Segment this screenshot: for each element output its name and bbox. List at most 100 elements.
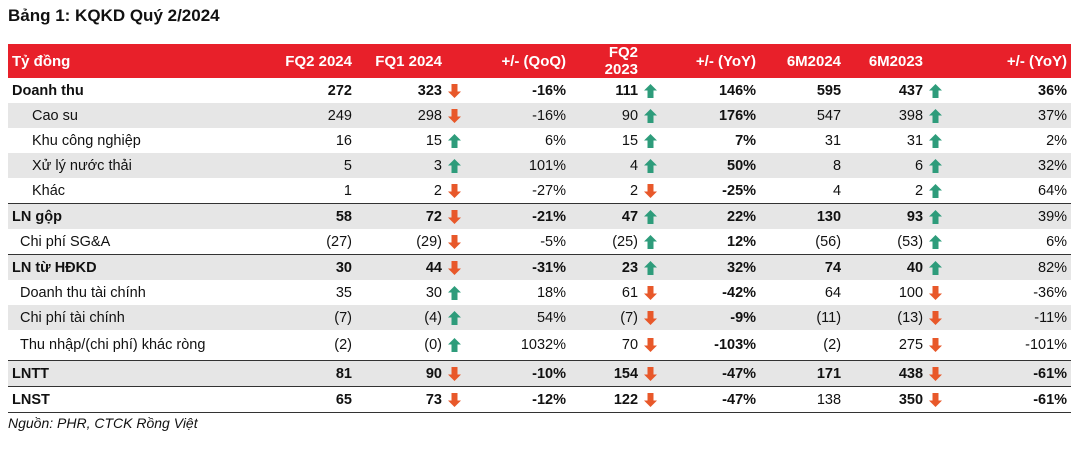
cell-fq2-2024: 249 <box>258 103 356 128</box>
header-fq2-2023: FQ2 2023 <box>570 44 643 78</box>
table-row: Doanh thu tài chính 35 30 18% 61 -42% 64… <box>8 280 1071 305</box>
cell-qoq: 1032% <box>520 337 567 353</box>
source-note: Nguồn: PHR, CTCK Rồng Việt <box>8 415 198 431</box>
arrow-up-icon <box>446 128 478 153</box>
arrow-up-icon <box>446 280 478 305</box>
arrow-up-icon <box>927 203 960 229</box>
arrow-up-icon <box>927 78 959 103</box>
header-6m-yoy: +/- (YoY) <box>927 44 1072 78</box>
cell-6m2024: 547 <box>760 103 846 128</box>
cell-fq2-2023: 15 <box>621 132 639 149</box>
arrow-down-icon <box>927 305 960 330</box>
arrow-down-icon <box>642 305 675 330</box>
row-label: Chi phí tài chính <box>8 305 258 330</box>
cell-6m-yoy: 64% <box>1038 182 1068 199</box>
cell-fq2-2023: 111 <box>615 82 639 99</box>
cell-6m2023: 350 <box>845 386 928 413</box>
cell-6m-yoy: 6% <box>1046 233 1068 250</box>
row-label: Khu công nghiệp <box>32 132 141 149</box>
arrow-down-icon <box>642 280 674 305</box>
cell-6m2024: (2) <box>823 337 842 353</box>
table-row: Doanh thu 272 323 -16% 111 146% 595 437 … <box>8 78 1071 103</box>
cell-yoy: -47% <box>674 360 761 387</box>
cell-qoq: 6% <box>545 132 567 149</box>
cell-fq1-2024: 3 <box>356 153 446 178</box>
cell-6m2024: 74 <box>760 254 846 280</box>
table-row: Thu nhập/(chi phí) khác ròng (2) (0) 103… <box>8 330 1071 361</box>
cell-6m-yoy: -11% <box>959 305 1072 330</box>
cell-6m-yoy: -61% <box>959 360 1072 387</box>
cell-qoq: -16% <box>532 82 567 99</box>
row-label: Cao su <box>8 103 258 128</box>
table-row: Khác 1 2 -27% 2 -25% 4 2 64% <box>8 178 1071 204</box>
cell-fq2-2023: 70 <box>621 337 639 353</box>
arrow-up-icon <box>927 254 960 280</box>
cell-fq1-2024: 323 <box>417 82 442 99</box>
cell-fq2-2023: 154 <box>570 360 643 387</box>
cell-6m2023: 2 <box>914 182 924 199</box>
arrow-down-icon <box>446 178 478 204</box>
cell-fq1-2024: 30 <box>425 284 442 301</box>
cell-fq1-2024: 15 <box>425 132 442 149</box>
cell-qoq: -21% <box>478 203 571 229</box>
cell-6m2023: 437 <box>898 82 924 99</box>
cell-yoy: -103% <box>714 337 757 353</box>
cell-6m2023: 275 <box>898 337 924 353</box>
arrow-down-icon <box>642 178 674 204</box>
cell-fq1-2024: (29) <box>416 233 442 250</box>
row-label: Khác <box>32 182 66 199</box>
cell-qoq: -31% <box>478 254 571 280</box>
arrow-up-icon <box>642 103 675 128</box>
cell-fq2-2023: 47 <box>570 203 643 229</box>
arrow-down-icon <box>642 386 675 413</box>
header-row: Tỷ đồng FQ2 2024 FQ1 2024 +/- (QoQ) FQ2 … <box>8 44 1072 78</box>
cell-6m-yoy: 37% <box>959 103 1072 128</box>
row-label: LN gộp <box>8 203 258 229</box>
arrow-up-icon <box>642 128 674 153</box>
cell-yoy: 12% <box>727 233 757 250</box>
cell-qoq: -10% <box>478 360 571 387</box>
arrow-up-icon <box>642 153 675 178</box>
cell-6m-yoy: 36% <box>1038 82 1068 99</box>
cell-fq1-2024: 90 <box>356 360 446 387</box>
header-unit: Tỷ đồng <box>8 44 258 78</box>
cell-fq1-2024: 73 <box>356 386 446 413</box>
cell-6m2023: (53) <box>897 233 924 250</box>
table-title: Bảng 1: KQKD Quý 2/2024 <box>8 6 220 25</box>
cell-fq1-2024: 72 <box>356 203 446 229</box>
cell-6m2023: 6 <box>845 153 928 178</box>
cell-yoy: 50% <box>674 153 761 178</box>
cell-qoq: -5% <box>540 233 567 250</box>
header-yoy: +/- (YoY) <box>642 44 761 78</box>
cell-6m2024: (11) <box>760 305 846 330</box>
arrow-up-icon <box>446 330 478 361</box>
cell-yoy: -47% <box>674 386 761 413</box>
table-row: Chi phí SG&A (27) (29) -5% (25) 12% (56)… <box>8 229 1071 255</box>
arrow-up-icon <box>446 305 478 330</box>
arrow-up-icon <box>642 254 675 280</box>
cell-6m2023: 93 <box>845 203 928 229</box>
cell-fq2-2024: (7) <box>258 305 356 330</box>
arrow-down-icon <box>927 386 960 413</box>
cell-yoy: -42% <box>722 284 757 301</box>
cell-fq1-2024: 2 <box>433 182 442 199</box>
cell-fq2-2024: 16 <box>335 132 352 149</box>
cell-fq2-2024: 65 <box>258 386 356 413</box>
cell-6m2023: 31 <box>906 132 924 149</box>
cell-qoq: 18% <box>536 284 567 301</box>
row-label: Chi phí SG&A <box>20 233 111 250</box>
cell-yoy: 7% <box>735 132 757 149</box>
cell-6m-yoy: 39% <box>959 203 1072 229</box>
cell-6m2024: 595 <box>816 82 842 99</box>
cell-fq2-2024: 5 <box>258 153 356 178</box>
cell-6m2024: 138 <box>760 386 846 413</box>
cell-yoy: -25% <box>722 182 757 199</box>
cell-6m-yoy: 2% <box>1046 132 1068 149</box>
arrow-down-icon <box>446 254 478 280</box>
cell-6m2023: (13) <box>845 305 928 330</box>
header-fq2-2024: FQ2 2024 <box>258 44 356 78</box>
cell-yoy: 146% <box>718 82 757 99</box>
cell-6m2023: 438 <box>845 360 928 387</box>
cell-fq2-2024: 58 <box>258 203 356 229</box>
arrow-down-icon <box>446 360 478 387</box>
